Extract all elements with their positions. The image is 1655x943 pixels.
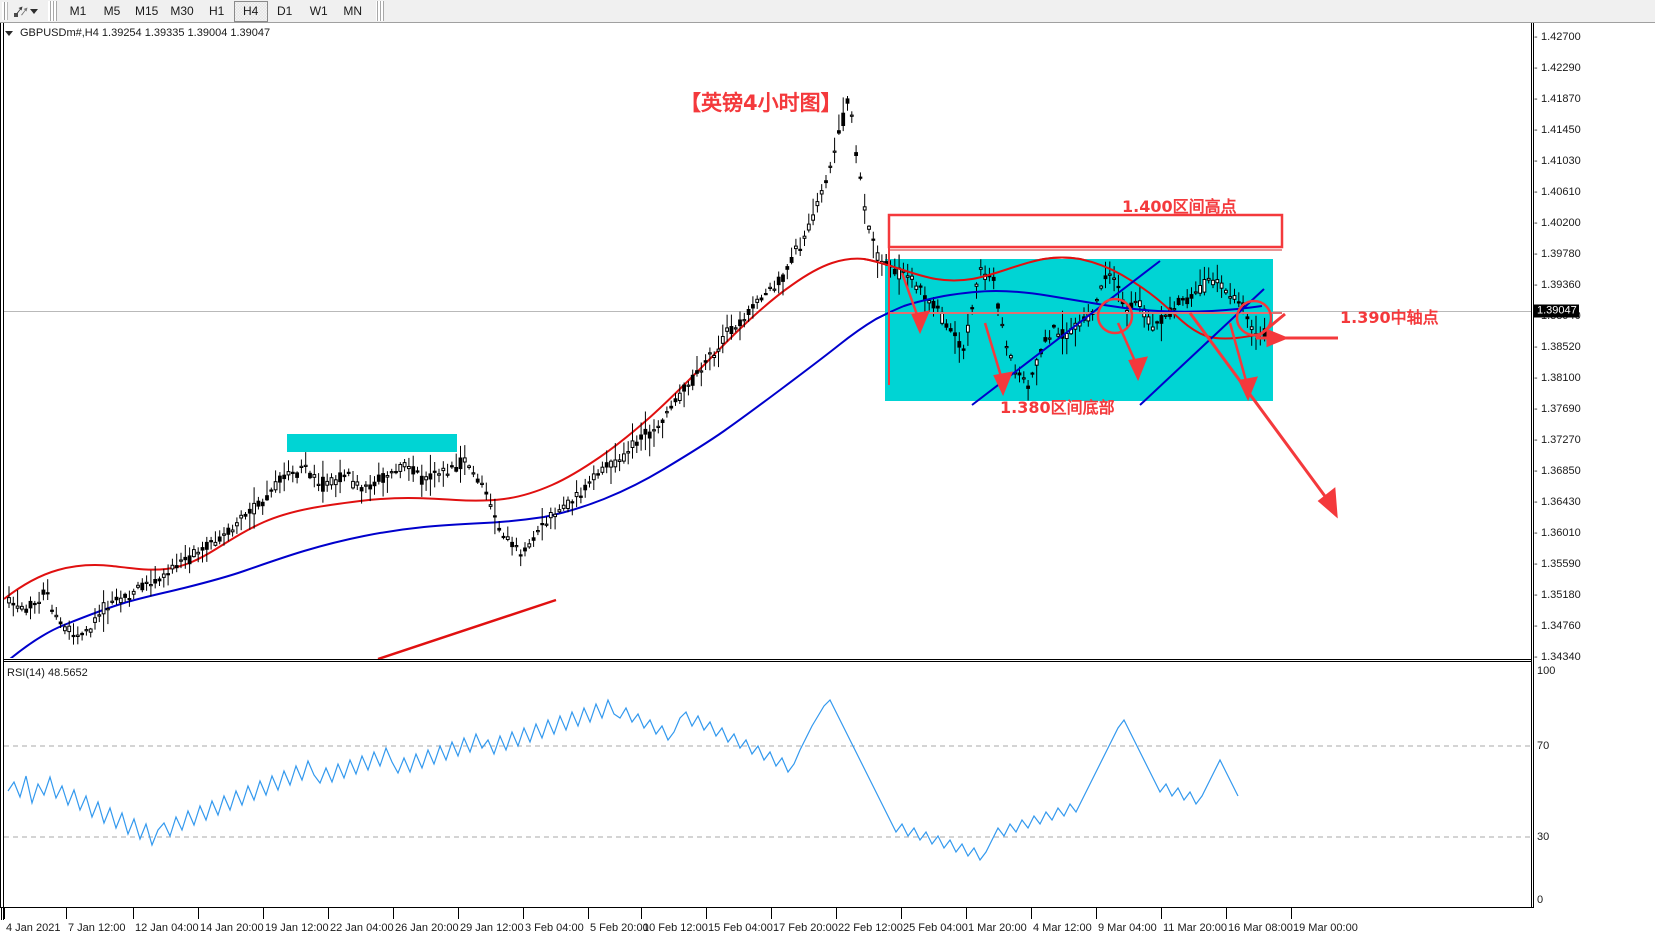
symbol-ohlc-bar[interactable]: GBPUSDm#,H4 1.39254 1.39335 1.39004 1.39… <box>5 27 270 39</box>
tab-timeframe-m1[interactable]: M1 <box>69 4 87 18</box>
price-tick: -1.34760 <box>1534 620 1581 632</box>
time-tick: 17 Feb 20:00 <box>773 922 838 934</box>
time-tick: 7 Jan 12:00 <box>68 922 126 934</box>
time-tick: 19 Jan 12:00 <box>265 922 329 934</box>
time-tick: 19 Mar 00:00 <box>1293 922 1358 934</box>
time-tick: 26 Jan 20:00 <box>395 922 459 934</box>
annotation-chart-title: 【英镑4小时图】 <box>680 91 842 115</box>
time-tick: 16 Mar 08:00 <box>1228 922 1293 934</box>
cursor-tool-group[interactable] <box>8 1 42 22</box>
time-axis: 4 Jan 2021 7 Jan 12:00 12 Jan 04:00 14 J… <box>0 907 1655 943</box>
price-tick: -1.42700 <box>1534 31 1581 43</box>
rsi-line <box>7 698 1239 862</box>
tab-timeframe-d1[interactable]: D1 <box>277 4 293 18</box>
time-tick: 12 Jan 04:00 <box>135 922 199 934</box>
tab-timeframe-m15[interactable]: M15 <box>135 4 159 18</box>
annotation-range-low: 1.380区间底部 <box>1000 398 1115 417</box>
highlight-box-january <box>287 434 457 452</box>
price-tick: -1.36010 <box>1534 527 1581 539</box>
time-tick: 14 Jan 20:00 <box>200 922 264 934</box>
rsi-level-label-30: 30 <box>1537 831 1550 843</box>
highlight-box-consolidation <box>885 259 1273 401</box>
price-pane[interactable] <box>4 37 1531 658</box>
rsi-level-label-0: 0 <box>1537 894 1544 906</box>
annotation-mid-axis: 1.390中轴点 <box>1340 308 1439 327</box>
price-tick: -1.36430 <box>1534 496 1581 508</box>
price-tick: -1.42290 <box>1534 62 1581 74</box>
time-tick: 11 Mar 20:00 <box>1163 922 1228 934</box>
tab-timeframe-h1[interactable]: H1 <box>209 4 225 18</box>
time-tick: 25 Feb 04:00 <box>903 922 968 934</box>
chart-bottom-border <box>0 907 1534 908</box>
price-tick: -1.37270 <box>1534 434 1581 446</box>
price-axis-border <box>1531 23 1532 907</box>
tab-timeframe-w1[interactable]: W1 <box>309 4 328 18</box>
time-tick: 29 Jan 12:00 <box>460 922 524 934</box>
chart-left-border <box>0 23 1 907</box>
time-tick: 4 Mar 12:00 <box>1033 922 1092 934</box>
rsi-indicator-label: RSI(14) 48.5652 <box>7 667 88 679</box>
price-tick: -1.37690 <box>1534 403 1581 415</box>
price-axis: -1.42700 -1.42290 -1.41870 -1.41450 -1.4… <box>1534 23 1655 907</box>
chart-canvas[interactable]: GBPUSDm#,H4 1.39254 1.39335 1.39004 1.39… <box>0 23 1655 943</box>
chart-left-border-inner <box>3 23 4 907</box>
timeframe-group: M1 M5 M15 M30 H1 H4 D1 W1 MN <box>61 0 370 22</box>
price-tick: -1.38520 <box>1534 341 1581 353</box>
time-tick: 15 Feb 04:00 <box>708 922 773 934</box>
time-tick: 3 Feb 04:00 <box>525 922 584 934</box>
chart-menu-caret-icon[interactable] <box>5 30 13 36</box>
time-tick: 22 Jan 04:00 <box>330 922 394 934</box>
time-tick: 4 Jan 2021 <box>6 922 61 934</box>
annotation-range-high: 1.400区间高点 <box>1122 197 1237 216</box>
pane-separator <box>4 659 1531 660</box>
price-tick: -1.41870 <box>1534 93 1581 105</box>
rsi-svg <box>4 698 1531 862</box>
toolbar: M1 M5 M15 M30 H1 H4 D1 W1 MN <box>0 0 1655 23</box>
current-price-badge: 1.39047 <box>1534 304 1579 318</box>
tab-timeframe-h4[interactable]: H4 <box>233 0 268 22</box>
time-tick: 22 Feb 12:00 <box>838 922 903 934</box>
price-tick: -1.40200 <box>1534 217 1581 229</box>
price-tick: -1.38100 <box>1534 372 1581 384</box>
tab-timeframe-mn[interactable]: MN <box>343 4 363 18</box>
price-tick: -1.35180 <box>1534 589 1581 601</box>
toolbar-end-grip <box>375 1 384 21</box>
pane-separator-inner <box>4 661 1531 662</box>
time-tick: 9 Mar 04:00 <box>1098 922 1157 934</box>
price-tick: -1.35590 <box>1534 558 1581 570</box>
symbol-ohlc-text: GBPUSDm#,H4 1.39254 1.39335 1.39004 1.39… <box>20 27 271 39</box>
rsi-level-label-100: 100 <box>1537 665 1556 677</box>
price-chart-svg <box>4 96 1267 658</box>
price-tick: -1.41030 <box>1534 155 1581 167</box>
price-tick: -1.41450 <box>1534 124 1581 136</box>
price-tick: -1.34340 <box>1534 651 1581 663</box>
arrows-crosshair-icon[interactable] <box>13 4 29 18</box>
time-tick: 1 Mar 20:00 <box>968 922 1027 934</box>
price-axis-border-inner <box>1533 23 1534 907</box>
tab-timeframe-m30[interactable]: M30 <box>170 4 194 18</box>
price-tick: -1.36850 <box>1534 465 1581 477</box>
rsi-pane[interactable] <box>4 678 1531 905</box>
price-tick: -1.40610 <box>1534 186 1581 198</box>
toolbar-drag-handle[interactable] <box>2 2 8 20</box>
toolbar-separator <box>48 1 57 21</box>
price-tick: -1.39360 <box>1534 279 1581 291</box>
time-tick: 5 Feb 20:00 <box>590 922 649 934</box>
time-tick: 10 Feb 12:00 <box>643 922 708 934</box>
rsi-level-label-70: 70 <box>1537 740 1550 752</box>
price-tick: -1.39780 <box>1534 248 1581 260</box>
caret-down-icon[interactable] <box>29 8 38 14</box>
tab-timeframe-m5[interactable]: M5 <box>103 4 121 18</box>
current-price-line <box>4 311 1531 312</box>
